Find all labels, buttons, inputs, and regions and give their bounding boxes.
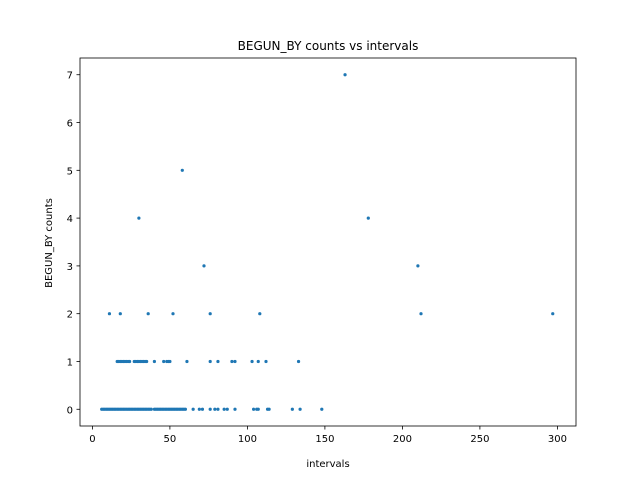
data-point	[118, 312, 122, 316]
data-point	[162, 359, 166, 364]
data-point	[137, 216, 141, 220]
y-tick-label: 1	[67, 357, 73, 368]
data-point	[146, 312, 150, 316]
data-point	[145, 359, 149, 364]
x-axis-label: intervals	[306, 459, 349, 470]
data-point	[256, 359, 260, 364]
data-point	[213, 407, 217, 411]
data-point	[208, 407, 212, 411]
y-tick-label: 2	[67, 310, 73, 321]
data-point	[320, 407, 324, 411]
data-point	[128, 359, 132, 364]
data-point	[202, 264, 206, 268]
data-point	[233, 407, 237, 411]
x-tick-label: 0	[89, 434, 95, 445]
data-point	[191, 407, 195, 411]
data-point	[264, 359, 268, 364]
data-point	[225, 407, 229, 411]
data-point	[168, 359, 172, 364]
data-point	[208, 312, 212, 316]
x-tick-label: 300	[548, 434, 567, 445]
data-point	[230, 359, 234, 364]
data-point	[366, 216, 370, 220]
data-point	[296, 359, 301, 364]
x-tick-label: 100	[238, 434, 257, 445]
data-point	[149, 407, 153, 411]
x-tick-label: 250	[470, 434, 489, 445]
plot-area: 0 50 100 150 200 250 300 0 1 2 3 4 5 6 7	[67, 57, 577, 445]
data-point	[290, 407, 294, 411]
x-tick-label: 200	[393, 434, 412, 445]
data-point	[252, 407, 256, 411]
data-point	[216, 407, 220, 411]
data-point	[343, 73, 347, 77]
data-point	[250, 359, 254, 364]
data-point	[419, 312, 423, 316]
data-point	[152, 359, 156, 364]
data-point	[216, 359, 220, 364]
data-point	[208, 359, 212, 364]
data-point	[171, 312, 175, 316]
y-tick-label: 6	[67, 119, 73, 130]
data-point	[416, 264, 420, 268]
data-point	[267, 407, 271, 411]
y-tick-label: 5	[67, 166, 73, 177]
data-point	[298, 407, 302, 411]
data-point	[256, 407, 260, 411]
data-point	[183, 407, 187, 411]
data-point	[185, 359, 189, 364]
data-point	[551, 312, 555, 316]
data-point	[258, 312, 262, 316]
data-point	[233, 359, 237, 364]
data-point	[222, 407, 226, 411]
y-tick-label: 7	[67, 71, 73, 82]
y-tick-label: 4	[67, 214, 73, 225]
y-axis-label: BEGUN_BY counts	[44, 198, 55, 288]
x-tick-label: 50	[164, 434, 177, 445]
data-point	[180, 168, 184, 172]
y-tick-label: 3	[67, 262, 73, 273]
data-point	[200, 407, 205, 411]
y-tick-label: 0	[67, 405, 73, 416]
data-point	[107, 312, 112, 316]
axes-frame	[79, 57, 577, 427]
data-point	[197, 407, 201, 411]
chart-title: BEGUN_BY counts vs intervals	[238, 39, 419, 53]
x-tick-label: 150	[315, 434, 334, 445]
